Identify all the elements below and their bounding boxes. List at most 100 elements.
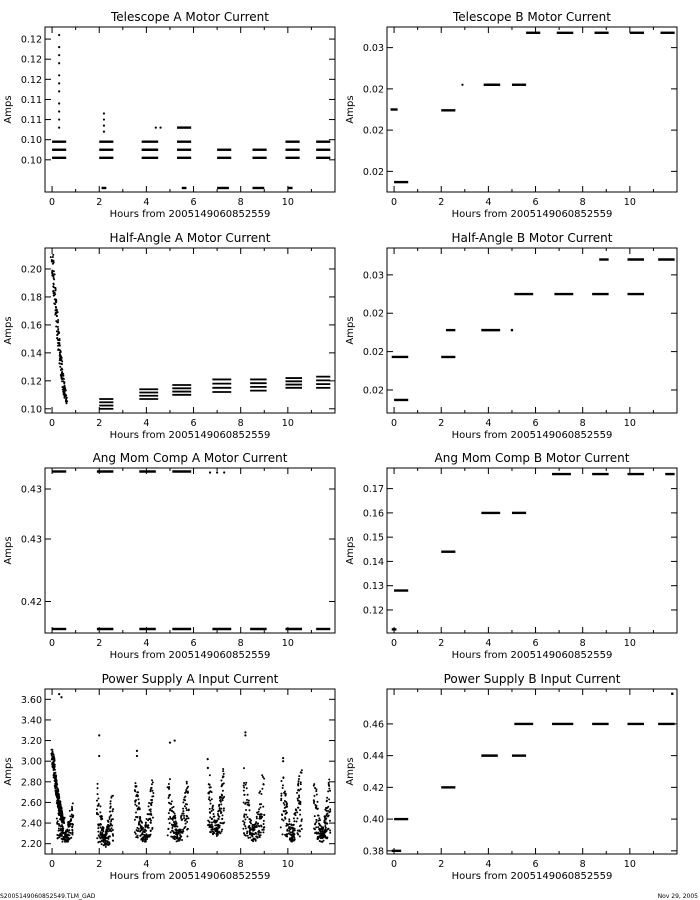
data-point <box>174 816 177 819</box>
data-point <box>135 754 139 758</box>
data-point <box>284 833 287 836</box>
data-point <box>58 824 61 827</box>
data-point <box>247 836 250 839</box>
x-tick-label: 0 <box>391 418 397 429</box>
data-point <box>135 749 139 752</box>
data-point <box>249 828 252 831</box>
data-point <box>327 805 330 808</box>
data-point <box>58 62 61 65</box>
data-point <box>67 824 70 827</box>
data-point <box>207 819 210 822</box>
x-tick-label: 0 <box>49 197 55 208</box>
y-tick-label: 0.38 <box>363 846 384 857</box>
data-point <box>71 833 74 836</box>
data-point <box>209 831 212 834</box>
data-point <box>298 796 301 799</box>
data-point <box>58 74 61 77</box>
data-point <box>106 826 109 829</box>
data-point <box>183 796 186 799</box>
data-point <box>111 818 114 821</box>
data-point <box>213 815 216 818</box>
x-tick-label: 8 <box>238 197 244 208</box>
data-point <box>54 286 57 289</box>
chart-7: Power Supply A Input Current 0 2 4 6 8 10 2.20 2… <box>3 672 336 882</box>
data-point <box>71 828 74 831</box>
data-point <box>258 835 261 838</box>
data-point <box>149 810 152 813</box>
data-point <box>316 807 319 810</box>
x-tick-label: 4 <box>143 197 149 208</box>
data-point <box>328 798 331 801</box>
data-point <box>258 817 261 820</box>
x-tick-label: 6 <box>191 859 197 870</box>
y-tick-label: 0.16 <box>21 320 42 331</box>
data-point <box>182 801 185 804</box>
y-tick-label: 0.42 <box>363 783 384 794</box>
y-tick-label: 0.12 <box>21 75 42 86</box>
data-point <box>298 835 301 838</box>
data-point <box>293 833 296 836</box>
data-point <box>293 820 296 823</box>
data-point <box>208 796 211 799</box>
data-point <box>170 823 173 826</box>
y-tick-label: 0.43 <box>21 485 42 496</box>
series-points <box>391 692 675 853</box>
data-point <box>174 814 177 817</box>
data-point <box>60 834 63 837</box>
data-point <box>58 359 61 362</box>
data-point <box>149 829 152 832</box>
x-tick-label: 4 <box>485 859 491 870</box>
data-point <box>134 782 137 785</box>
data-point <box>59 815 62 818</box>
data-point <box>134 803 137 806</box>
y-tick-label: 0.03 <box>363 43 384 54</box>
data-point <box>55 779 58 782</box>
x-tick-label: 0 <box>391 197 397 208</box>
data-point <box>248 824 251 827</box>
data-point <box>258 813 261 816</box>
data-point <box>217 810 220 813</box>
data-point <box>214 824 217 827</box>
data-point <box>214 829 217 832</box>
data-point <box>292 838 295 841</box>
data-point <box>147 805 150 808</box>
y-tick-label: 0.12 <box>21 55 42 66</box>
data-point <box>262 826 265 829</box>
data-point <box>58 46 61 49</box>
data-point <box>315 818 318 821</box>
data-point <box>59 800 62 803</box>
x-tick-label: 6 <box>533 418 539 429</box>
data-point <box>320 827 323 830</box>
data-point <box>138 817 141 820</box>
data-point <box>215 824 218 827</box>
data-point <box>56 334 59 337</box>
data-point <box>296 832 299 835</box>
data-point <box>297 788 300 791</box>
data-point <box>65 840 68 843</box>
data-point <box>142 826 145 829</box>
data-point <box>63 381 66 384</box>
data-point <box>50 754 53 757</box>
data-point <box>242 767 245 770</box>
data-point <box>325 807 328 810</box>
data-point <box>61 838 64 841</box>
x-tick-label: 0 <box>49 859 55 870</box>
data-point <box>242 820 245 823</box>
data-point <box>211 804 214 807</box>
data-point <box>58 90 61 93</box>
data-point <box>52 764 55 767</box>
data-point <box>219 821 222 824</box>
data-point <box>59 351 62 354</box>
y-tick-label: 0.02 <box>363 84 384 95</box>
data-point <box>252 840 255 843</box>
data-point <box>66 828 69 831</box>
data-point <box>102 124 106 127</box>
data-point <box>150 804 153 807</box>
data-point <box>174 828 177 831</box>
data-point <box>222 809 225 812</box>
data-point <box>206 767 209 770</box>
data-point <box>96 787 99 790</box>
data-point <box>181 818 184 821</box>
data-point <box>68 822 71 825</box>
y-tick-label: 2.60 <box>21 798 42 809</box>
